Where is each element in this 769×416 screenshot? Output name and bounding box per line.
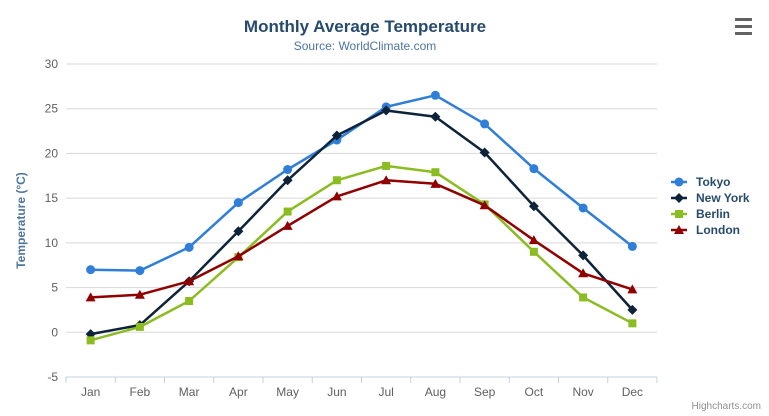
data-point-new-york-aug[interactable] (430, 111, 441, 122)
data-point-new-york-jun[interactable] (331, 130, 342, 141)
legend-triangle-marker-icon (671, 225, 687, 234)
data-point-berlin-dec[interactable] (628, 319, 637, 328)
data-point-berlin-mar[interactable] (185, 296, 194, 305)
data-point-berlin-jul[interactable] (382, 161, 391, 170)
x-axis-tick-label: Aug (425, 385, 446, 399)
x-axis-tick-label: Nov (572, 385, 593, 399)
data-point-london-sep[interactable] (479, 200, 490, 210)
data-point-berlin-jun[interactable] (332, 176, 341, 185)
y-axis-tick-label: 10 (45, 236, 59, 250)
data-point-berlin-aug[interactable] (431, 168, 440, 177)
x-axis-tick-label: Jan (81, 385, 100, 399)
x-axis-tick-label: Jun (327, 385, 346, 399)
data-point-london-jun[interactable] (331, 191, 342, 201)
hamburger-menu-icon (735, 25, 752, 28)
data-point-tokyo-oct[interactable] (529, 164, 539, 174)
chart-title: Monthly Average Temperature (243, 17, 487, 36)
chart-legend: Tokyo New York Berlin London (671, 175, 750, 237)
y-axis-title: Temperature (°C) (14, 172, 28, 269)
legend-item-berlin[interactable]: Berlin (671, 207, 750, 221)
data-point-london-apr[interactable] (233, 251, 244, 261)
data-point-new-york-may[interactable] (282, 175, 293, 186)
x-axis-tick-label: Oct (525, 385, 544, 399)
x-axis-tick-label: Apr (229, 385, 248, 399)
series-line-london (90, 179, 633, 299)
data-point-berlin-feb[interactable] (135, 322, 144, 331)
series-line-tokyo (90, 94, 634, 272)
data-point-berlin-oct[interactable] (529, 247, 538, 256)
data-point-london-oct[interactable] (528, 235, 539, 245)
y-axis-tick-label: 0 (51, 325, 58, 339)
x-axis-tick-label: May (276, 385, 299, 399)
chart-subtitle: Source: WorldClimate.com (293, 39, 437, 53)
data-point-tokyo-nov[interactable] (578, 203, 588, 213)
data-point-tokyo-mar[interactable] (184, 242, 194, 252)
legend-square-marker-icon (671, 210, 687, 218)
data-point-tokyo-sep[interactable] (480, 119, 490, 129)
hamburger-menu-icon (735, 18, 752, 21)
data-point-london-aug[interactable] (430, 178, 441, 188)
series-line-new-york (90, 109, 634, 336)
legend-circle-marker-icon (671, 177, 687, 187)
x-axis-tick-label: Sep (474, 385, 496, 399)
legend-label: London (696, 223, 740, 237)
legend-item-new-york[interactable]: New York (671, 191, 750, 205)
y-axis-tick-label: 25 (45, 102, 59, 116)
data-point-new-york-nov[interactable] (578, 250, 589, 261)
data-point-new-york-apr[interactable] (233, 226, 244, 237)
legend-label: Tokyo (696, 175, 731, 189)
series-line-berlin (90, 164, 633, 342)
data-point-berlin-may[interactable] (283, 207, 292, 216)
legend-item-tokyo[interactable]: Tokyo (671, 175, 750, 189)
hamburger-menu-icon (735, 32, 752, 35)
y-axis-tick-label: 30 (45, 57, 59, 71)
data-point-new-york-sep[interactable] (479, 147, 490, 158)
data-point-london-feb[interactable] (134, 289, 145, 299)
data-point-tokyo-feb[interactable] (135, 266, 145, 276)
data-point-london-may[interactable] (282, 220, 293, 230)
data-point-tokyo-aug[interactable] (430, 90, 440, 100)
legend-label: New York (696, 191, 750, 205)
x-axis-tick-label: Jul (378, 385, 393, 399)
x-axis-tick-label: Mar (179, 385, 200, 399)
data-point-london-nov[interactable] (578, 268, 589, 278)
data-point-new-york-oct[interactable] (528, 201, 539, 212)
data-point-new-york-dec[interactable] (627, 304, 638, 315)
y-axis-tick-label: -5 (47, 370, 58, 384)
data-point-tokyo-apr[interactable] (233, 198, 243, 208)
data-point-london-jul[interactable] (381, 175, 392, 185)
legend-diamond-marker-icon (671, 193, 687, 203)
legend-item-london[interactable]: London (671, 223, 750, 237)
data-point-new-york-jul[interactable] (381, 105, 392, 116)
y-axis-tick-label: 20 (45, 146, 59, 160)
data-point-london-jan[interactable] (85, 292, 96, 302)
y-axis-tick-label: 15 (45, 191, 59, 205)
x-axis-tick-label: Feb (130, 385, 151, 399)
export-menu-button[interactable] (735, 18, 755, 35)
y-axis-tick-label: 5 (51, 281, 58, 295)
x-axis-tick-label: Dec (622, 385, 643, 399)
data-point-tokyo-dec[interactable] (627, 241, 637, 251)
data-point-berlin-jan[interactable] (86, 336, 95, 345)
data-point-tokyo-may[interactable] (283, 165, 293, 175)
highcharts-credits-link[interactable]: Highcharts.com (691, 401, 761, 412)
data-point-berlin-nov[interactable] (579, 293, 588, 302)
data-point-tokyo-jan[interactable] (86, 265, 96, 275)
legend-label: Berlin (696, 207, 731, 221)
data-point-london-dec[interactable] (627, 284, 638, 294)
data-point-london-mar[interactable] (184, 276, 195, 286)
